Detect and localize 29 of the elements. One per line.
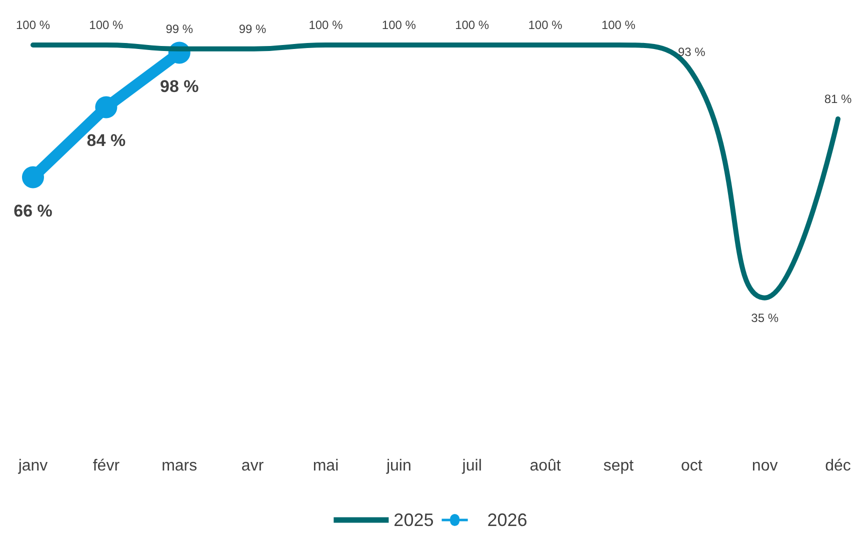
x-tick-label: nov	[752, 458, 778, 474]
x-tick-label: juil	[461, 458, 482, 474]
data-label: 100 %	[528, 18, 563, 32]
data-label: 100 %	[16, 18, 50, 32]
legend-label: 2025	[394, 510, 434, 530]
x-tick-label: juin	[385, 458, 412, 474]
data-label: 35 %	[751, 310, 779, 325]
data-label: 81 %	[824, 92, 852, 106]
data-label: 100 %	[308, 18, 344, 32]
data-label: 100 %	[382, 18, 416, 32]
data-label: 100 %	[455, 18, 490, 32]
data-label: 99 %	[238, 22, 267, 36]
x-tick-label: août	[530, 458, 562, 474]
x-tick-label: déc	[825, 458, 851, 474]
x-tick-label: févr	[92, 458, 120, 474]
data-label: 93 %	[678, 45, 706, 60]
x-tick-label: sept	[603, 458, 634, 474]
x-tick-label: mai	[312, 458, 339, 474]
x-tick-label: janv	[17, 458, 48, 474]
data-label: 66 %	[14, 201, 52, 220]
data-label: 84 %	[86, 131, 126, 150]
data-label: 100 %	[601, 18, 636, 32]
data-label: 100 %	[89, 18, 124, 32]
x-tick-label: mars	[162, 458, 198, 474]
x-tick-label: oct	[680, 458, 703, 474]
x-tick-label: avr	[241, 458, 264, 474]
data-label: 99 %	[166, 22, 194, 36]
legend-label: 2026	[487, 510, 528, 530]
data-label: 98 %	[160, 76, 199, 96]
